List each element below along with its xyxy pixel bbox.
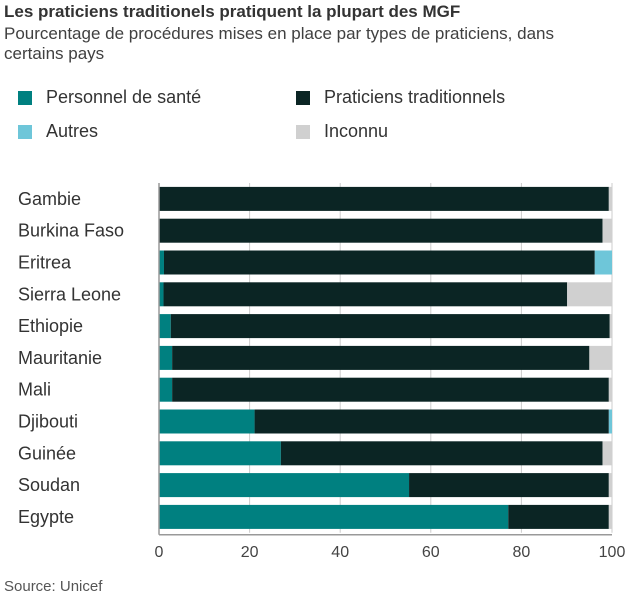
bar-segment <box>159 218 603 243</box>
bar-segment <box>163 282 568 307</box>
bar-segment <box>608 473 612 498</box>
x-tick-label: 0 <box>155 544 164 561</box>
category-label: Ethiopie <box>18 316 83 336</box>
bar-segment <box>609 314 612 339</box>
legend-label: Personnel de santé <box>46 87 202 107</box>
legend-label: Inconnu <box>324 121 389 141</box>
bar-segment <box>409 473 609 498</box>
legend-label: Praticiens traditionnels <box>324 87 506 107</box>
category-label: Soudan <box>18 475 80 495</box>
bar-segment <box>254 409 609 434</box>
source-note: Source: Unicef <box>4 578 103 595</box>
bar-segment <box>602 218 612 243</box>
category-label: Burkina Faso <box>18 221 124 241</box>
x-tick-label: 100 <box>599 544 626 561</box>
legend-swatch <box>296 124 310 139</box>
bar-segment <box>159 409 255 434</box>
bar-segment <box>608 409 612 434</box>
bar-segment <box>159 345 173 370</box>
x-tick-label: 40 <box>331 544 349 561</box>
bar-segment <box>159 441 281 466</box>
bar-segment <box>163 250 595 275</box>
bar-segment <box>608 186 612 211</box>
bar-segment <box>608 377 612 402</box>
bar-segment <box>589 345 612 370</box>
legend-item: Personnel de santé <box>18 87 201 108</box>
bar-segment <box>170 314 610 339</box>
legend-item: Autres <box>18 121 98 142</box>
bar-segment <box>594 250 612 275</box>
legend-label: Autres <box>46 121 99 141</box>
x-tick-label: 20 <box>241 544 259 561</box>
legend-item: Inconnu <box>296 121 388 142</box>
bar-segment <box>602 441 612 466</box>
category-label: Mali <box>18 380 51 400</box>
bar-segment <box>172 345 590 370</box>
category-label: Mauritanie <box>18 348 102 368</box>
category-label: Eritrea <box>18 253 72 273</box>
bar-segment <box>159 504 509 529</box>
chart-subtitle: Pourcentage de procédures mises en place… <box>4 24 554 63</box>
x-tick-label: 60 <box>422 544 440 561</box>
bar-segment <box>159 377 173 402</box>
category-label: Sierra Leone <box>18 284 121 304</box>
bar-segment <box>280 441 603 466</box>
x-tick-label: 80 <box>513 544 531 561</box>
bar-segment <box>159 314 171 339</box>
bar-segment <box>159 473 410 498</box>
legend-item: Praticiens traditionnels <box>296 87 505 108</box>
category-label: Gambie <box>18 189 81 209</box>
legend-swatch <box>18 90 32 105</box>
legend-swatch <box>18 124 32 139</box>
legend-swatch <box>296 90 310 105</box>
bar-segment <box>608 504 612 529</box>
category-label: Djibouti <box>18 412 78 432</box>
category-label: Guinée <box>18 443 76 463</box>
bar-segment <box>159 282 164 307</box>
chart-title: Les praticiens traditionels pratiquent l… <box>4 2 461 21</box>
bar-segment <box>508 504 609 529</box>
bar-segment <box>159 186 609 211</box>
category-label: Egypte <box>18 507 74 527</box>
bar-segment <box>172 377 609 402</box>
bar-segment <box>159 250 164 275</box>
bar-segment <box>567 282 612 307</box>
